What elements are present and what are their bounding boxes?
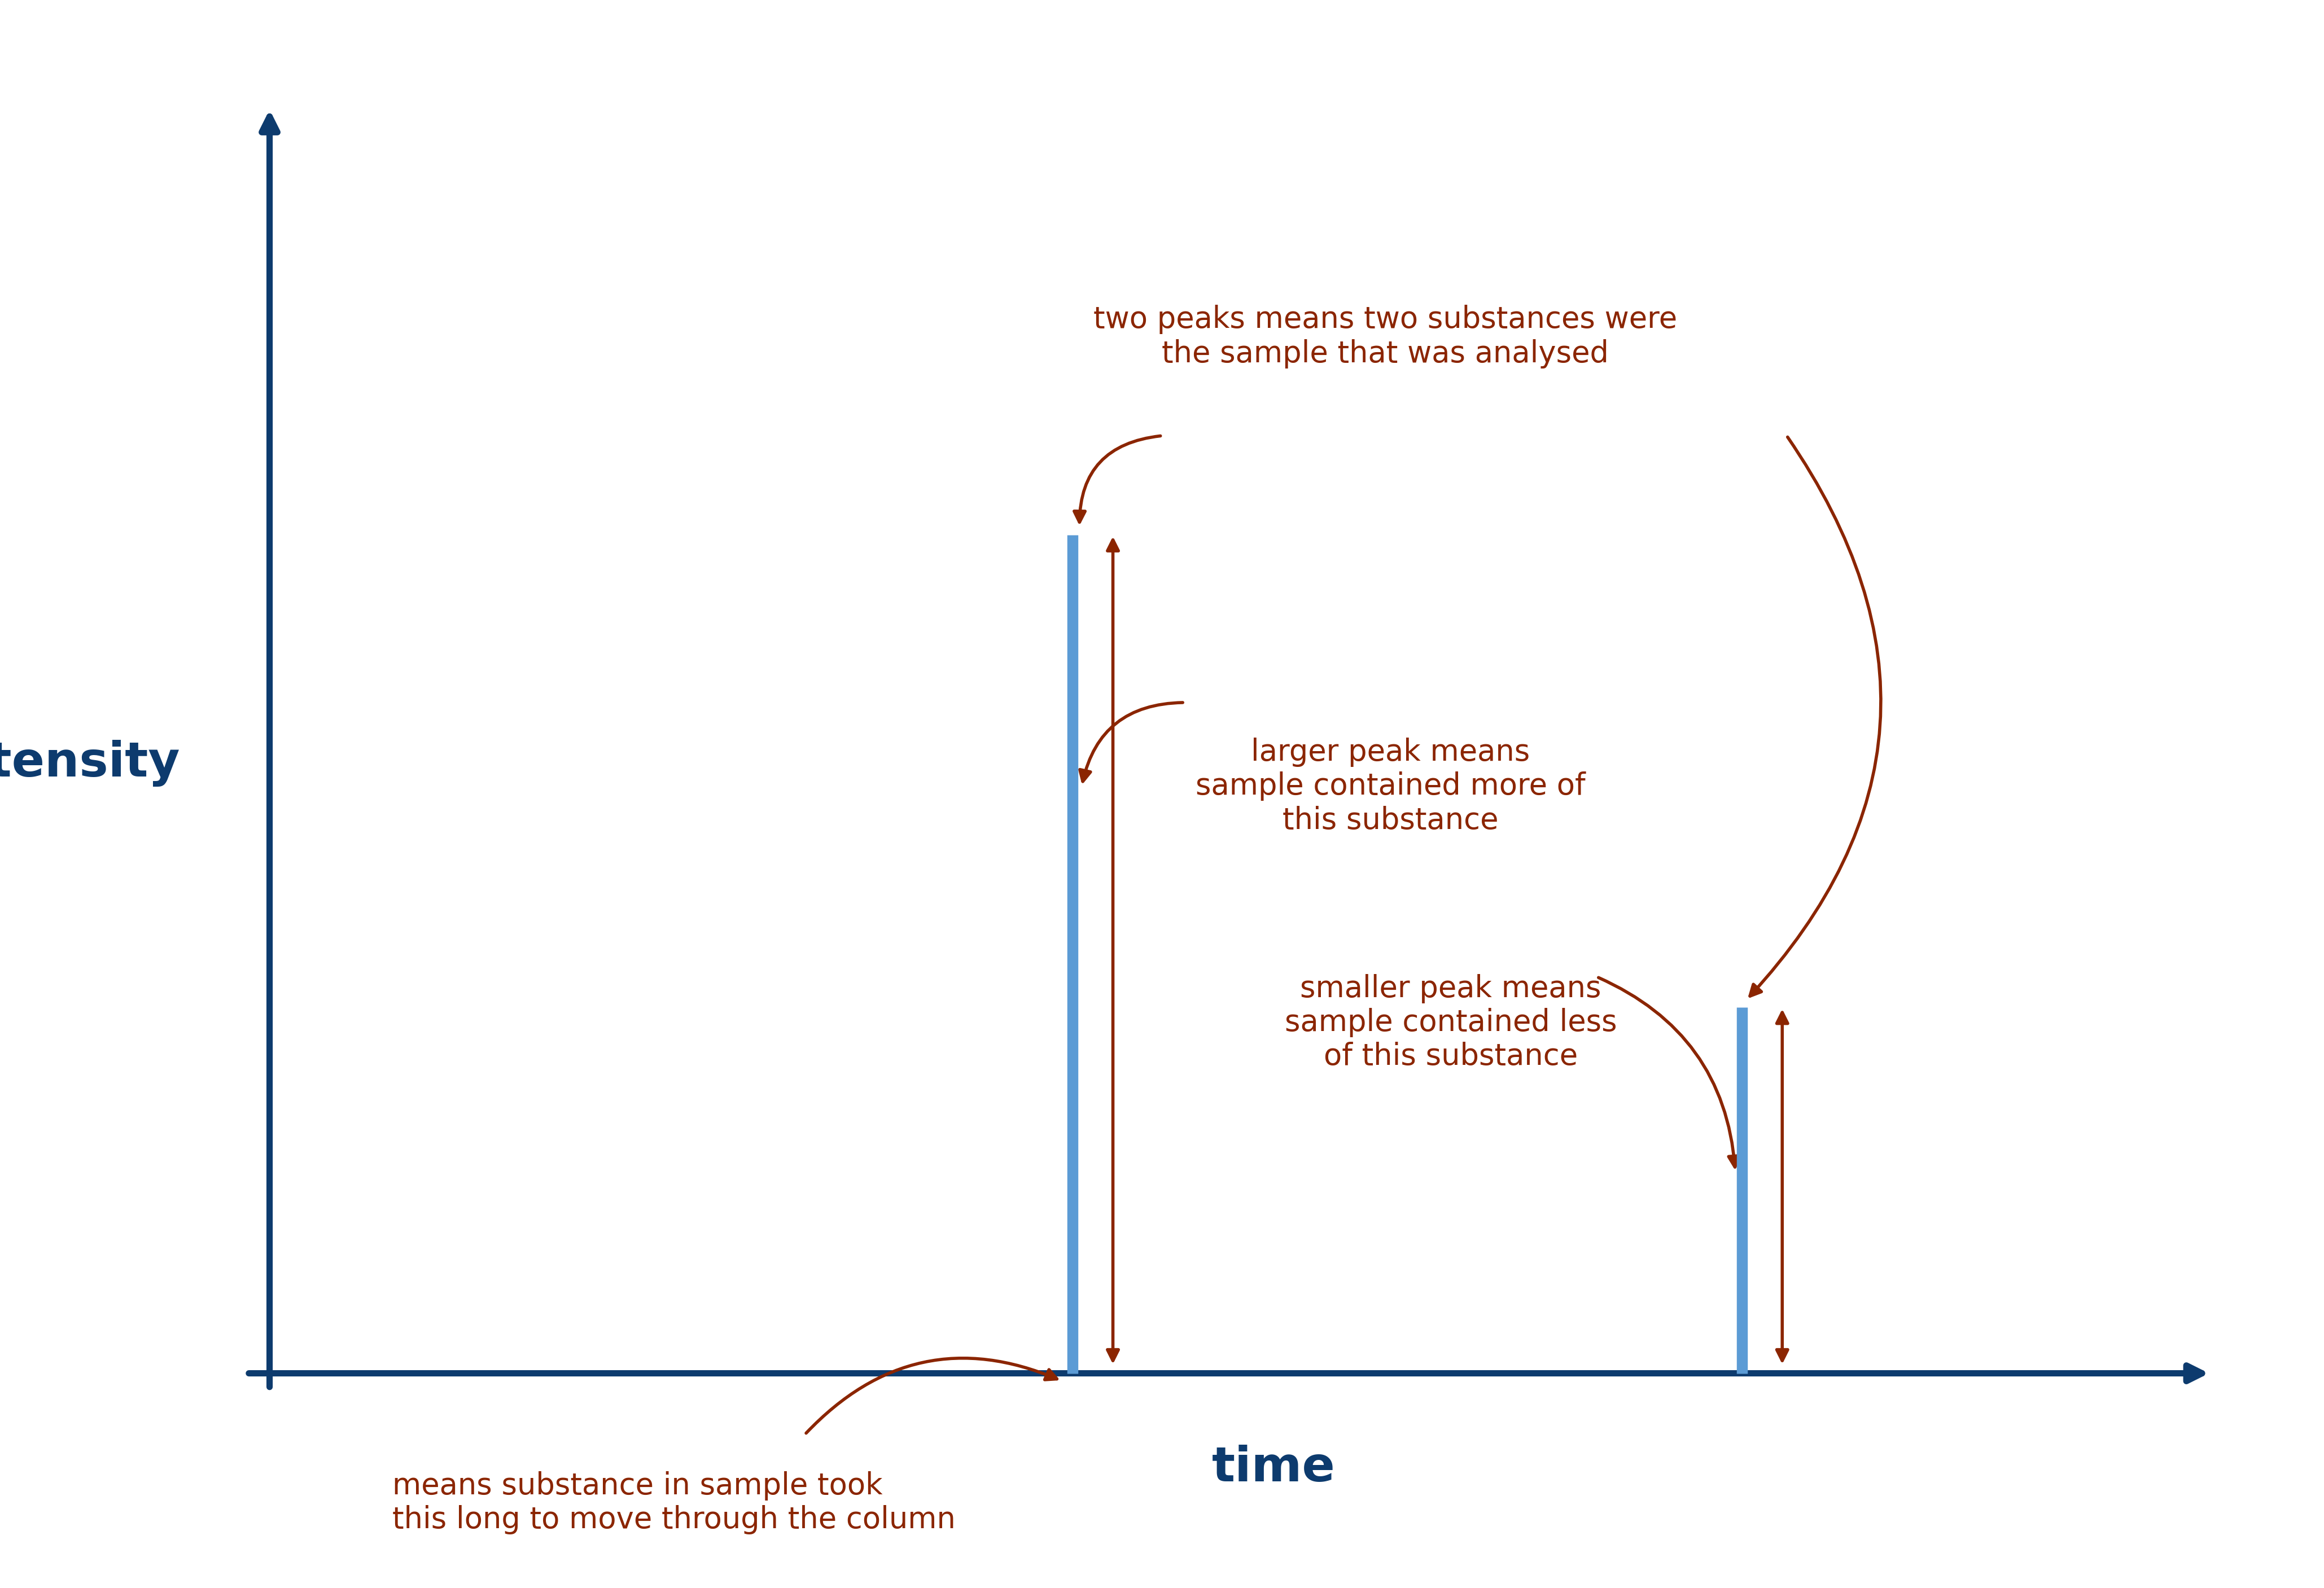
Text: two peaks means two substances were
the sample that was analysed: two peaks means two substances were the … bbox=[1092, 305, 1678, 368]
Text: means substance in sample took
this long to move through the column: means substance in sample took this long… bbox=[393, 1470, 955, 1534]
Text: smaller peak means
sample contained less
of this substance: smaller peak means sample contained less… bbox=[1285, 973, 1618, 1072]
Text: Intensity: Intensity bbox=[0, 740, 179, 788]
Text: time: time bbox=[1211, 1445, 1336, 1491]
Text: larger peak means
sample contained more of
this substance: larger peak means sample contained more … bbox=[1195, 738, 1585, 835]
